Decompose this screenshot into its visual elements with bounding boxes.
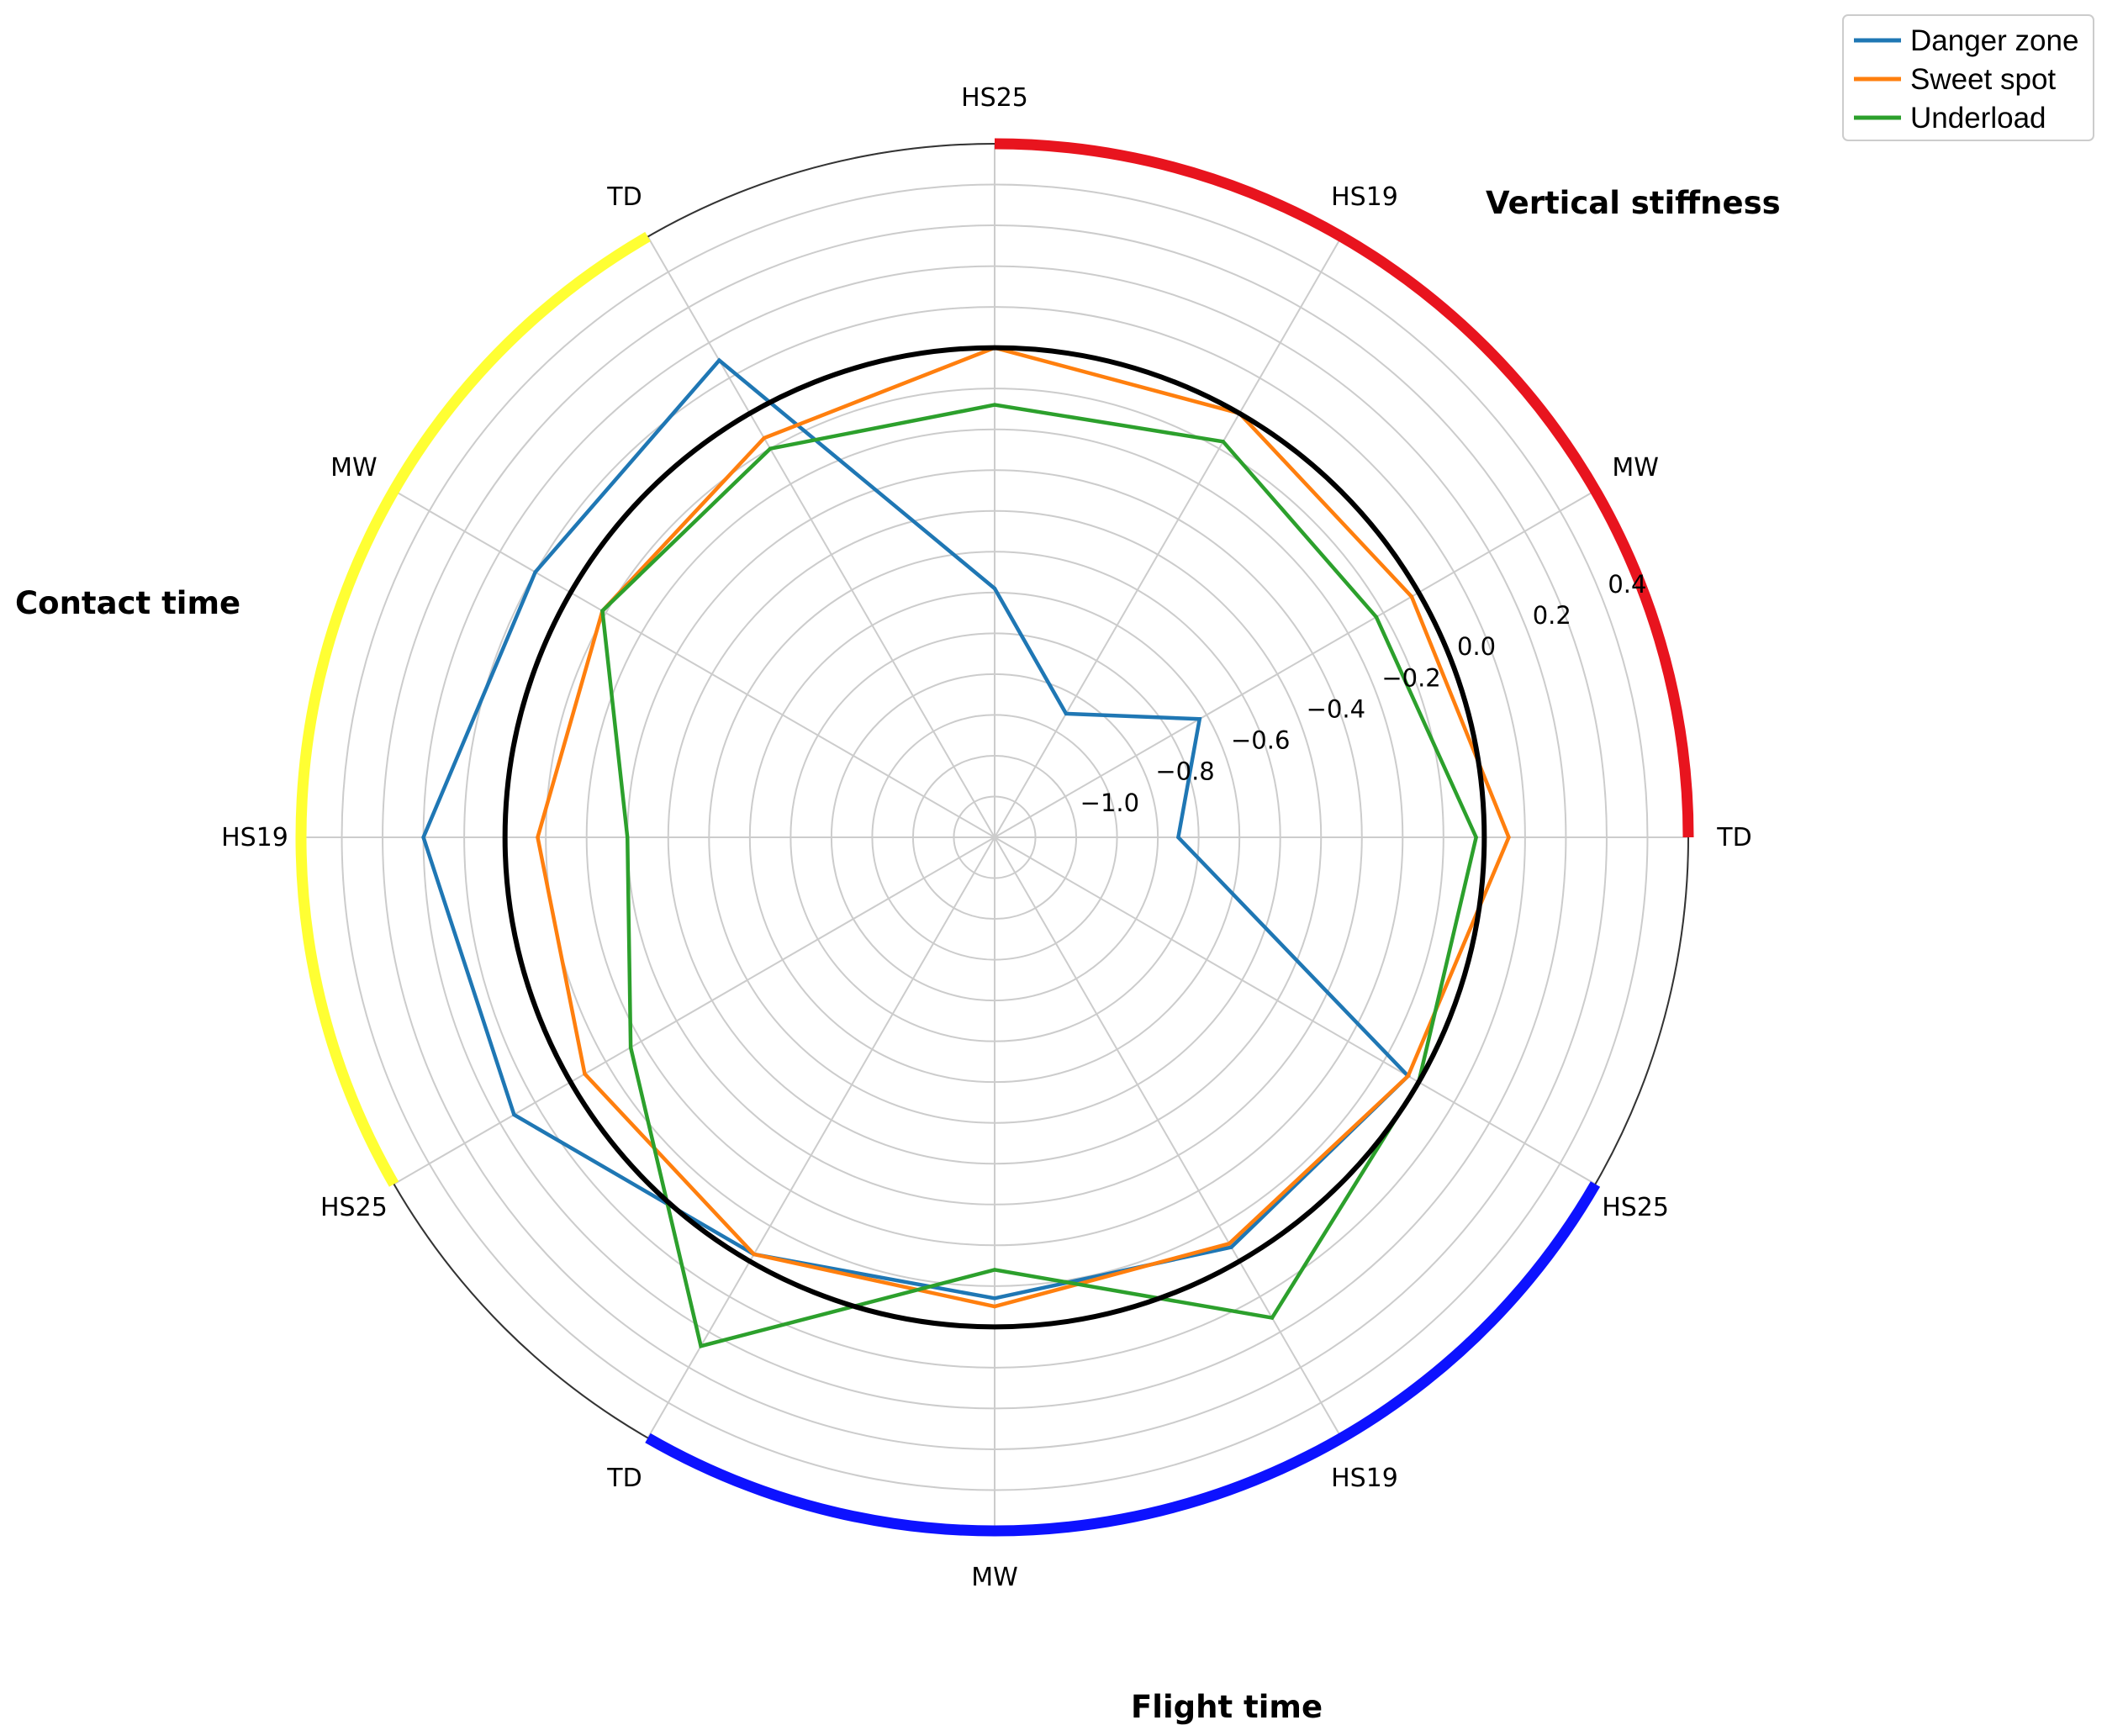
series-2-point-10 bbox=[1270, 1316, 1275, 1320]
axis-label-8: TD bbox=[606, 1464, 642, 1493]
series-0-point-0 bbox=[1176, 835, 1180, 840]
legend: Danger zone Sweet spot Underload bbox=[1842, 14, 2094, 141]
grid-spoke-7 bbox=[393, 836, 995, 1185]
series-0-point-5 bbox=[533, 570, 537, 574]
grid-spoke-10 bbox=[994, 836, 1343, 1438]
series-1-point-6 bbox=[536, 835, 540, 840]
series-0-point-7 bbox=[512, 1112, 516, 1117]
radial-ticks: −1.0 −0.8 −0.6 −0.4 −0.2 0.0 0.2 0.4 bbox=[1080, 570, 1647, 817]
grid-spoke-5 bbox=[393, 489, 995, 838]
radial-tick-label-2: −0.6 bbox=[1231, 726, 1290, 755]
legend-label-sweet-spot: Sweet spot bbox=[1910, 63, 2056, 96]
radial-tick-label-4: −0.2 bbox=[1381, 663, 1440, 692]
group-label-vertical-stiffness: Vertical stiffness bbox=[1486, 185, 1781, 221]
grid-spoke-8 bbox=[647, 836, 995, 1438]
radial-tick-label-7: 0.4 bbox=[1608, 570, 1646, 599]
series-0-point-10 bbox=[1229, 1245, 1233, 1249]
grid-spoke-11 bbox=[994, 836, 1596, 1185]
axis-label-11: HS25 bbox=[1602, 1193, 1669, 1222]
legend-frame bbox=[1842, 14, 2094, 141]
radial-tick-label-6: 0.2 bbox=[1533, 601, 1571, 630]
series-2-point-2 bbox=[1221, 440, 1225, 444]
series-2-point-5 bbox=[600, 609, 605, 613]
series-0-point-1 bbox=[1197, 717, 1201, 721]
group-label-flight-time: Flight time bbox=[1131, 1689, 1323, 1725]
series-1-point-8 bbox=[752, 1252, 756, 1257]
group-arc-0 bbox=[994, 138, 1694, 838]
group-arc-2 bbox=[645, 1181, 1601, 1537]
radial-tick-label-3: −0.4 bbox=[1307, 694, 1365, 723]
series-1-point-0 bbox=[1507, 835, 1511, 840]
axis-label-10: HS19 bbox=[1331, 1464, 1398, 1493]
grid-spoke-2 bbox=[994, 236, 1343, 838]
axis-label-0: TD bbox=[1716, 823, 1751, 852]
series-2-point-8 bbox=[699, 1344, 703, 1348]
series-1-point-11 bbox=[1406, 1074, 1410, 1079]
axis-label-4: TD bbox=[606, 182, 642, 212]
series-1-point-7 bbox=[583, 1072, 587, 1076]
grid bbox=[300, 143, 1689, 1532]
series-2-point-0 bbox=[1474, 835, 1478, 840]
axis-label-9: MW bbox=[971, 1563, 1018, 1592]
axis-label-6: HS19 bbox=[221, 823, 288, 852]
series-0-point-2 bbox=[1064, 711, 1069, 716]
series-0-point-4 bbox=[717, 358, 721, 362]
series-2-point-3 bbox=[992, 403, 997, 407]
legend-label-danger-zone: Danger zone bbox=[1910, 24, 2078, 57]
reference-circle bbox=[502, 345, 1487, 1330]
radial-tick-label-1: −0.8 bbox=[1155, 757, 1214, 786]
axis-label-1: MW bbox=[1612, 453, 1659, 483]
series-1-point-4 bbox=[762, 435, 767, 441]
series-1-point-10 bbox=[1227, 1242, 1232, 1246]
series-2-point-9 bbox=[992, 1268, 997, 1272]
legend-label-underload: Underload bbox=[1910, 102, 2046, 135]
series-0-point-3 bbox=[992, 586, 997, 591]
series-1-point-1 bbox=[1409, 594, 1414, 599]
radial-tick-label-5: 0.0 bbox=[1457, 632, 1496, 661]
axis-label-5: MW bbox=[330, 453, 378, 483]
grid-spoke-4 bbox=[647, 236, 995, 838]
series-2-point-4 bbox=[768, 446, 773, 451]
axis-label-3: HS25 bbox=[961, 83, 1028, 113]
series-line-2 bbox=[600, 403, 1479, 1348]
group-label-contact-time: Contact time bbox=[15, 585, 240, 621]
group-arcs bbox=[295, 138, 1694, 1537]
radial-tick-label-0: −1.0 bbox=[1080, 789, 1139, 817]
axis-labels: TD MW HS19 HS25 TD MW HS19 HS25 TD MW HS19 HS25 bbox=[221, 83, 1752, 1592]
series-0-point-6 bbox=[421, 835, 425, 840]
series-2-point-7 bbox=[628, 1045, 633, 1050]
group-arc-1 bbox=[295, 231, 651, 1187]
grid-spoke-1 bbox=[994, 489, 1596, 838]
series-2-point-6 bbox=[626, 835, 630, 840]
axis-label-2: HS19 bbox=[1331, 182, 1398, 212]
series-0-point-9 bbox=[992, 1296, 997, 1301]
reference-circle-line bbox=[502, 345, 1487, 1330]
series-2-point-1 bbox=[1374, 615, 1379, 620]
series-1-point-9 bbox=[992, 1304, 997, 1309]
axis-label-7: HS25 bbox=[320, 1193, 388, 1222]
